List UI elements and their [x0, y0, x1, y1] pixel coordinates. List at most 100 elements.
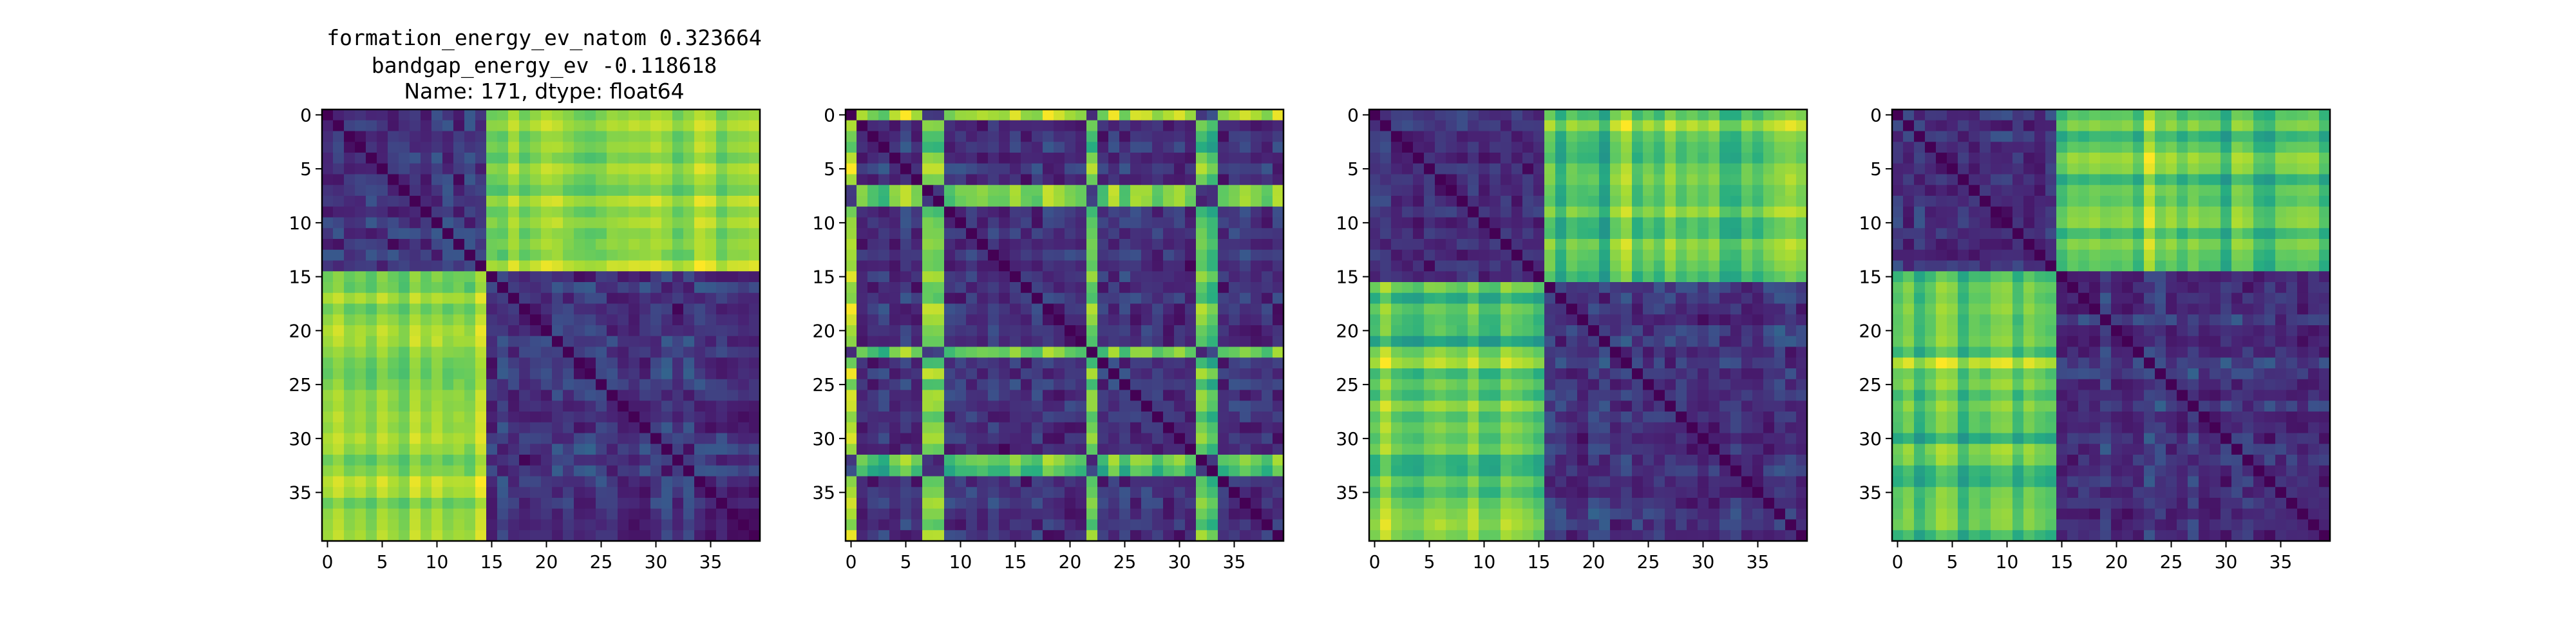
heatmap-cell [1097, 530, 1109, 542]
heatmap-cell [530, 120, 542, 132]
heatmap-cell [1021, 508, 1032, 520]
heatmap-cell [1086, 292, 1098, 305]
heatmap-cell [1555, 153, 1567, 164]
heatmap-cell [475, 508, 487, 520]
heatmap-cell [944, 163, 956, 175]
heatmap-cell [650, 206, 662, 218]
heatmap-cell [1599, 498, 1611, 509]
heatmap-cell [1435, 271, 1446, 283]
heatmap-cell [846, 260, 857, 272]
heatmap-cell [1577, 153, 1589, 164]
heatmap-cell [399, 249, 410, 261]
heatmap-cell [475, 249, 487, 261]
heatmap-cell [911, 131, 923, 142]
heatmap-cell [1097, 401, 1109, 412]
heatmap-cell [1174, 131, 1186, 142]
heatmap-cell [1273, 196, 1284, 207]
heatmap-cell [1719, 303, 1731, 315]
heatmap-cell [377, 422, 388, 434]
heatmap-cell [508, 455, 520, 466]
heatmap-cell [519, 303, 531, 315]
heatmap-cell [1577, 390, 1589, 401]
heatmap-cell [607, 131, 618, 142]
heatmap-cell [1021, 379, 1032, 391]
heatmap-cell [683, 422, 695, 434]
heatmap-cell [944, 519, 956, 531]
heatmap-cell [999, 228, 1010, 240]
heatmap-cell [1621, 314, 1633, 326]
heatmap-cell [1380, 271, 1392, 283]
heatmap-cell [694, 379, 706, 391]
heatmap-cell [431, 401, 443, 412]
heatmap-cell [694, 153, 706, 164]
heatmap-cell [1719, 530, 1731, 542]
heatmap-cell [1043, 196, 1054, 207]
heatmap-cell [1533, 530, 1545, 542]
heatmap-cell [541, 412, 553, 423]
heatmap-cell [1435, 217, 1446, 229]
heatmap-cell [738, 336, 750, 348]
heatmap-cell [1621, 131, 1633, 142]
heatmap-cell [1369, 217, 1381, 229]
heatmap-cell [1741, 422, 1753, 434]
heatmap-cell [1752, 379, 1764, 391]
heatmap-cell [1643, 422, 1654, 434]
heatmap-cell [1273, 142, 1284, 153]
heatmap-cell [585, 282, 596, 294]
heatmap-cell [1741, 271, 1753, 283]
heatmap-cell [1533, 249, 1545, 261]
heatmap-cell [366, 422, 377, 434]
heatmap-cell [1273, 109, 1284, 121]
heatmap-cell [629, 519, 640, 531]
heatmap-cell [475, 271, 487, 283]
heatmap-cell [1054, 508, 1065, 520]
heatmap-cell [497, 346, 509, 358]
heatmap-cell [988, 174, 999, 185]
heatmap-cell [889, 325, 901, 337]
heatmap-cell [1273, 206, 1284, 218]
heatmap-cell [431, 271, 443, 283]
heatmap-cell [1391, 368, 1403, 380]
heatmap-cell [1119, 465, 1131, 477]
heatmap-cell [1240, 519, 1251, 531]
heatmap-cell [1174, 390, 1186, 401]
heatmap-cell [727, 357, 739, 369]
heatmap-cell [639, 217, 651, 229]
heatmap-cell [1262, 131, 1273, 142]
heatmap-cell [988, 401, 999, 412]
heatmap-cell [585, 412, 596, 423]
heatmap-cell [639, 508, 651, 520]
heatmap-cell [453, 336, 465, 348]
heatmap-cell [1174, 142, 1186, 153]
heatmap-cell [1010, 271, 1021, 283]
heatmap-cell [1709, 433, 1720, 444]
heatmap-cell [683, 455, 695, 466]
heatmap-cell [1730, 498, 1742, 509]
heatmap-cell [607, 325, 618, 337]
heatmap-cell [1163, 465, 1175, 477]
heatmap-cell [1402, 282, 1414, 294]
heatmap-cell [629, 196, 640, 207]
heatmap-cell [355, 196, 366, 207]
heatmap-cell [1119, 228, 1131, 240]
heatmap-cell [878, 260, 890, 272]
heatmap-cell [530, 401, 542, 412]
heatmap-cell [1380, 465, 1392, 477]
heatmap-cell [497, 206, 509, 218]
heatmap-cell [1599, 303, 1611, 315]
heatmap-cell [1785, 455, 1797, 466]
heatmap-cell [1413, 206, 1425, 218]
heatmap-cell [1424, 206, 1435, 218]
heatmap-cell [846, 206, 857, 218]
heatmap-cell [421, 239, 432, 251]
heatmap-cell [1522, 282, 1534, 294]
heatmap-cell [966, 508, 978, 520]
heatmap-cell [541, 292, 553, 305]
heatmap-cell [1479, 120, 1490, 132]
heatmap-cell [399, 444, 410, 455]
heatmap-cell [1163, 508, 1175, 520]
heatmap-cell [453, 292, 465, 305]
heatmap-cell [1119, 109, 1131, 121]
heatmap-cell [857, 185, 868, 196]
heatmap-cell [738, 206, 750, 218]
